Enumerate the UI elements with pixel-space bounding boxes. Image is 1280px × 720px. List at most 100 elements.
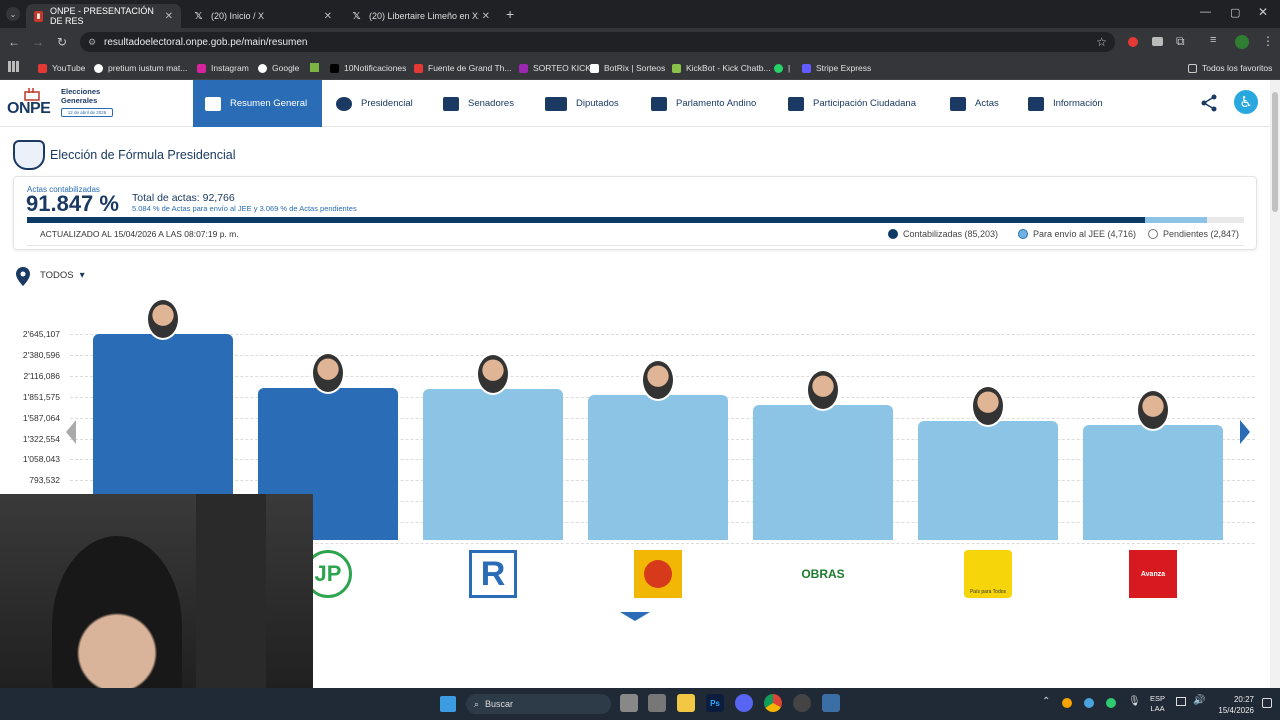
party-logo[interactable]: R: [469, 550, 517, 598]
bookmark-botrix[interactable]: BotRix | Sorteos: [590, 61, 665, 75]
reading-list-icon[interactable]: ≡: [1210, 34, 1217, 46]
windows-start-icon[interactable]: [440, 696, 456, 712]
page-scrollbar[interactable]: [1270, 80, 1280, 688]
y-tick-label: 2'380,596: [22, 349, 60, 360]
grid-line: [70, 543, 1255, 544]
expand-down-arrow[interactable]: [620, 612, 650, 621]
tray-chevron-up-icon[interactable]: ⌃: [1042, 696, 1051, 707]
discord-icon[interactable]: [735, 694, 753, 712]
file-explorer-icon[interactable]: [677, 694, 695, 712]
clock[interactable]: 20:27 15/4/2026: [1218, 695, 1254, 715]
y-tick-label: 1'058,043: [22, 454, 60, 465]
extension-icon[interactable]: [1128, 37, 1138, 47]
bookmark-stripe[interactable]: Stripe Express: [802, 61, 871, 75]
webcam-overlay: [0, 494, 313, 720]
extension-icon[interactable]: [1152, 37, 1163, 46]
tray-icon[interactable]: [1062, 698, 1072, 708]
microphone-icon[interactable]: 🎙: [1128, 696, 1141, 707]
calculator-icon[interactable]: [822, 694, 840, 712]
browser-menu-icon[interactable]: ⋮: [1262, 34, 1274, 48]
close-tab-icon[interactable]: ✕: [481, 10, 490, 22]
volume-icon[interactable]: 🔊: [1193, 695, 1206, 706]
filter-value: TODOS: [40, 270, 74, 281]
apps-grid-icon[interactable]: [8, 61, 19, 72]
onpe-logo[interactable]: ONPE: [7, 88, 57, 120]
maximize-window-icon[interactable]: ▢: [1230, 7, 1241, 19]
forward-arrow-icon[interactable]: →: [32, 35, 44, 49]
menu-parlamento-andino[interactable]: Parlamento Andino: [651, 80, 756, 127]
bookmark-fuente[interactable]: Fuente de Grand Th...: [414, 61, 511, 75]
back-arrow-icon[interactable]: ←: [8, 35, 20, 49]
dashboard-icon: [205, 96, 221, 111]
party-logo[interactable]: País para Todos: [964, 550, 1012, 598]
candidate-bar[interactable]: [918, 420, 1058, 540]
bookmark-youtube[interactable]: YouTube: [38, 61, 85, 75]
bookmark-google[interactable]: Google: [258, 61, 299, 75]
candidate-bar[interactable]: [423, 389, 563, 540]
y-tick-label: 1'322,554: [22, 433, 60, 444]
region-filter-dropdown[interactable]: TODOS ▾: [40, 270, 85, 281]
close-tab-icon[interactable]: ✕: [323, 10, 332, 22]
bookmark-sorteo-kick[interactable]: SORTEO KICK: [519, 61, 591, 75]
actas-summary-card: [13, 176, 1257, 250]
menu-participacion-ciudadana[interactable]: Participación Ciudadana: [788, 80, 916, 127]
tab-list-icon[interactable]: ⌄: [6, 7, 20, 21]
election-title: Elecciones Generales: [61, 87, 101, 105]
site-info-icon[interactable]: ⚙: [88, 36, 97, 47]
party-logo[interactable]: Avanza: [1129, 550, 1177, 598]
chart-prev-arrow[interactable]: [66, 420, 76, 444]
notifications-icon[interactable]: [1262, 698, 1272, 708]
candidate-bar[interactable]: [753, 404, 893, 540]
party-logo[interactable]: [634, 550, 682, 598]
webcam-person: [52, 536, 182, 716]
bookmark-instagram[interactable]: Instagram: [197, 61, 249, 75]
tab-onpe[interactable]: ▮ ONPE - PRESENTACIÓN DE RES ✕: [26, 4, 181, 28]
peru-coat-of-arms-icon: [13, 140, 45, 170]
chart-next-arrow[interactable]: [1240, 420, 1250, 444]
tray-icon[interactable]: [1084, 698, 1094, 708]
extensions-puzzle-icon[interactable]: ⧉: [1176, 34, 1185, 48]
party-logo[interactable]: OBRAS: [801, 567, 845, 581]
menu-resumen-general[interactable]: Resumen General: [193, 80, 322, 127]
candidate-bar[interactable]: [1083, 424, 1223, 540]
reload-icon[interactable]: ↻: [56, 35, 68, 49]
stripe-icon: [802, 63, 811, 73]
tab-x-inicio[interactable]: 𝕏 (20) Inicio / X ✕: [185, 4, 340, 28]
app-icon[interactable]: [648, 694, 666, 712]
close-window-icon[interactable]: ✕: [1258, 5, 1269, 19]
photoshop-icon[interactable]: Ps: [706, 694, 724, 712]
actas-detail: 5.084 % de Actas para envío al JEE y 3.0…: [132, 204, 357, 213]
checklist-icon: [950, 96, 966, 111]
tab-x-post[interactable]: 𝕏 (20) Libertaire Limeño en X: "Li ✕: [343, 4, 498, 28]
minimize-window-icon[interactable]: —: [1200, 6, 1211, 18]
bookmark-kickbot[interactable]: KickBot - Kick Chatb...: [672, 61, 771, 75]
taskbar-search[interactable]: ⌕ Buscar: [466, 694, 611, 714]
network-icon[interactable]: [1176, 697, 1186, 706]
menu-presidencial[interactable]: Presidencial: [336, 80, 413, 127]
all-favorites-folder[interactable]: Todos los favoritos: [1188, 61, 1272, 75]
menu-actas[interactable]: Actas: [950, 80, 999, 127]
bookmark-star-icon[interactable]: ☆: [1096, 35, 1107, 49]
menu-informacion[interactable]: Información: [1028, 80, 1103, 127]
share-icon[interactable]: [1200, 94, 1218, 112]
task-view-icon[interactable]: [620, 694, 638, 712]
obs-icon[interactable]: [793, 694, 811, 712]
tray-icon[interactable]: [1106, 698, 1116, 708]
actas-label: Actas contabilizadas: [27, 185, 100, 194]
scrollbar-thumb[interactable]: [1272, 92, 1278, 212]
google-icon: [94, 63, 103, 73]
bookmark-whatsapp[interactable]: |: [774, 61, 790, 75]
bookmark-10notificaciones[interactable]: 10Notificaciones: [330, 61, 406, 75]
address-bar[interactable]: ⚙ resultadoelectoral.onpe.gob.pe/main/re…: [80, 32, 1115, 52]
close-tab-icon[interactable]: ✕: [164, 10, 173, 22]
menu-diputados[interactable]: Diputados: [545, 80, 619, 127]
chrome-icon[interactable]: [764, 694, 782, 712]
new-tab-button[interactable]: +: [506, 6, 515, 22]
profile-avatar[interactable]: [1235, 35, 1249, 49]
language-indicator[interactable]: ESP LAA: [1150, 694, 1166, 713]
accessibility-icon[interactable]: ♿: [1234, 90, 1258, 114]
bookmark-pretium[interactable]: pretium iustum mat...: [94, 61, 187, 75]
candidate-bar[interactable]: [588, 395, 728, 540]
menu-senadores[interactable]: Senadores: [443, 80, 514, 127]
bookmark-extension-icon[interactable]: [310, 63, 319, 72]
